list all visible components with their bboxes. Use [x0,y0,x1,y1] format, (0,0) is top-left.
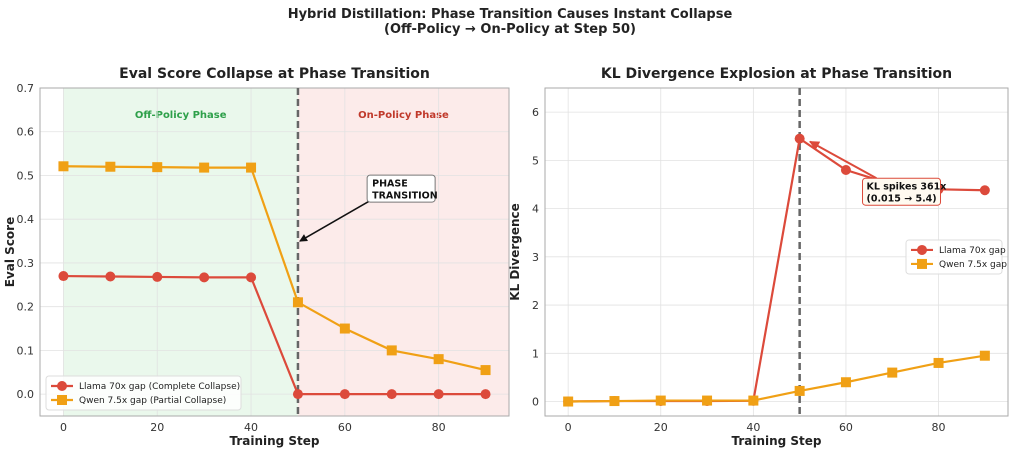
legend-label: Llama 70x gap [939,246,1006,256]
x-tick-label: 60 [839,421,853,434]
x-tick-label: 0 [565,421,572,434]
data-point [105,161,116,172]
data-point [887,367,898,378]
legend-marker [57,395,67,405]
y-tick-label: 3 [532,251,539,264]
data-point [246,272,257,283]
x-tick-label: 80 [932,421,946,434]
annotation-text: TRANSITION [372,191,438,202]
legend-box [45,375,242,411]
eval-score-chart: Off-Policy Phase On-Policy Phase 0 20 40 60 80… [3,66,510,448]
data-point [840,377,851,388]
chart-title: KL Divergence Explosion at Phase Transit… [601,66,952,82]
y-tick-label: 2 [532,299,539,312]
data-point [979,185,990,196]
data-point [199,272,210,283]
annotation-text: (0.015 → 5.4) [867,194,937,205]
legend-marker [917,244,927,255]
legend-marker [917,258,927,269]
y-axis-label: Eval Score [3,217,17,287]
y-tick-label: 5 [532,154,539,167]
data-point [702,395,713,406]
x-tick-label: 0 [60,421,67,434]
data-point [339,323,350,334]
legend-label: Qwen 7.5x gap (Partial Collapse) [79,396,226,406]
legend-marker [57,381,67,391]
kl-divergence-chart: 0 20 40 60 80 0 1 2 3 4 5 6 KL Divergence Explosion … [508,66,1009,448]
y-tick-label: 6 [532,106,539,119]
y-tick-label: 0.3 [17,257,35,270]
data-point [339,389,350,400]
y-axis-label: KL Divergence [508,203,522,301]
legend-label: Llama 70x gap (Complete Collapse) [79,382,240,392]
chart-title: Eval Score Collapse at Phase Transition [119,66,430,82]
series-line [568,354,986,403]
data-point [655,395,666,406]
phase-region-label: Off-Policy Phase [135,110,227,121]
phase-region-label: On-Policy Phase [358,110,449,121]
x-tick-label: 20 [150,421,164,434]
x-tick-label: 20 [654,421,668,434]
phase-region [63,88,298,416]
phase-region [297,88,509,416]
data-point [933,357,944,368]
annotation-arrow [299,199,372,242]
data-point [794,133,805,144]
x-tick-label: 60 [338,421,352,434]
legend-label: Qwen 7.5x gap [939,260,1007,270]
data-point [246,162,257,173]
x-axis-label: Training Step [731,434,821,448]
data-point [840,165,851,175]
plot-frame [39,87,510,417]
x-axis-label: Training Step [229,434,319,448]
data-point [386,389,397,400]
data-point [433,354,444,365]
data-point [152,162,163,173]
y-tick-label: 4 [532,203,539,216]
data-point [748,395,759,406]
data-point [58,161,69,172]
data-point [480,365,491,376]
y-tick-label: 0.4 [17,213,35,226]
data-point [979,350,990,361]
series-line [63,165,486,372]
data-point [58,271,69,282]
annotation-box [366,174,436,203]
series-line [63,274,486,396]
data-point [199,162,210,173]
data-point [292,297,303,308]
data-point [563,396,574,407]
annotation-box [862,177,942,206]
annotation-text: PHASE [372,179,408,190]
legend-box [905,239,1003,275]
data-point [480,389,491,400]
data-point [292,389,303,400]
y-tick-label: 0 [532,396,539,409]
y-tick-label: 0.6 [17,126,35,139]
x-tick-label: 40 [244,421,258,434]
data-point [609,396,620,407]
y-tick-label: 0.1 [17,344,35,357]
data-point [433,389,444,400]
x-tick-label: 80 [432,421,446,434]
data-point [152,271,163,282]
data-point [105,271,116,282]
y-tick-label: 1 [532,347,539,360]
plot-frame [544,87,1009,417]
y-tick-label: 0.5 [17,169,35,182]
y-tick-label: 0.7 [17,82,35,95]
figure-suptitle-line1: Hybrid Distillation: Phase Transition Ca… [288,7,733,22]
data-point [386,345,397,356]
figure-suptitle-line2: (Off-Policy → On-Policy at Step 50) [384,22,636,37]
data-point [794,385,805,396]
annotation-text: KL spikes 361x [867,182,947,193]
annotation-arrow [809,140,877,180]
y-tick-label: 0.2 [17,301,35,314]
y-tick-label: 0.0 [17,388,35,401]
x-tick-label: 40 [746,421,760,434]
